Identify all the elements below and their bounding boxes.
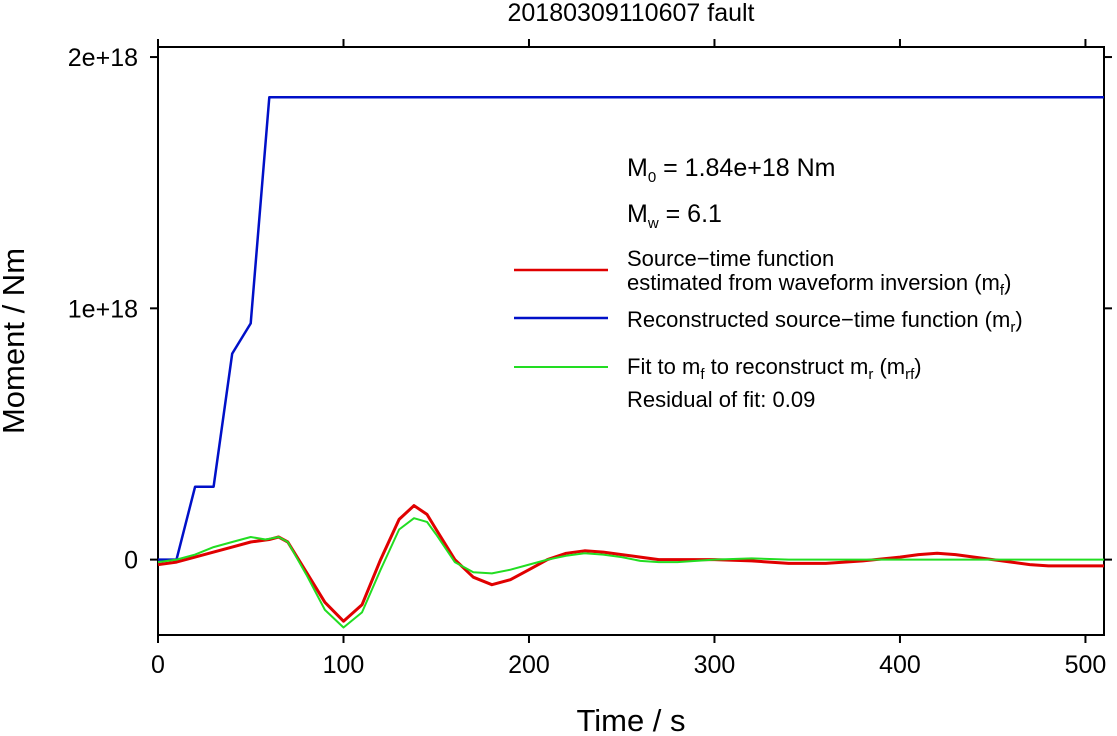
chart-title: 20180309110607 fault — [508, 0, 755, 27]
x-axis-label: Time / s — [576, 703, 685, 736]
x-axis-ticks: 0 100 200 300 400 500 — [151, 39, 1106, 679]
legend-label-blue: Reconstructed source−time function (mr) — [627, 307, 1023, 336]
series-line-fit — [157, 517, 1104, 629]
residual-text: Residual of fit: 0.09 — [627, 387, 815, 412]
x-tick-label: 100 — [323, 651, 365, 679]
legend: Source−time function estimated from wave… — [514, 246, 1023, 412]
y-axis-label: Moment / Nm — [0, 248, 31, 434]
series-line-reconstructed — [158, 96, 1104, 561]
mw-annotation: Mw = 6.1 — [627, 200, 722, 232]
legend-label-green: Fit to mf to reconstruct mr (mrf) — [627, 354, 922, 383]
m0-annotation: M0 = 1.84e+18 Nm — [627, 154, 835, 186]
x-tick-label: 400 — [879, 651, 921, 679]
x-tick-label: 300 — [694, 651, 736, 679]
y-axis-ticks: 0 1e+18 2e+18 — [68, 44, 1112, 575]
legend-label-red-line1: Source−time function — [627, 246, 834, 271]
series-layer — [157, 96, 1104, 629]
legend-label-red-line2: estimated from waveform inversion (mf) — [627, 270, 1011, 299]
x-tick-label: 0 — [151, 651, 165, 679]
y-tick-label: 0 — [124, 547, 138, 575]
plot-frame — [157, 46, 1105, 636]
x-tick-label: 200 — [508, 651, 550, 679]
y-tick-label: 1e+18 — [68, 295, 138, 323]
y-tick-label: 2e+18 — [68, 44, 138, 72]
x-tick-label: 500 — [1065, 651, 1107, 679]
